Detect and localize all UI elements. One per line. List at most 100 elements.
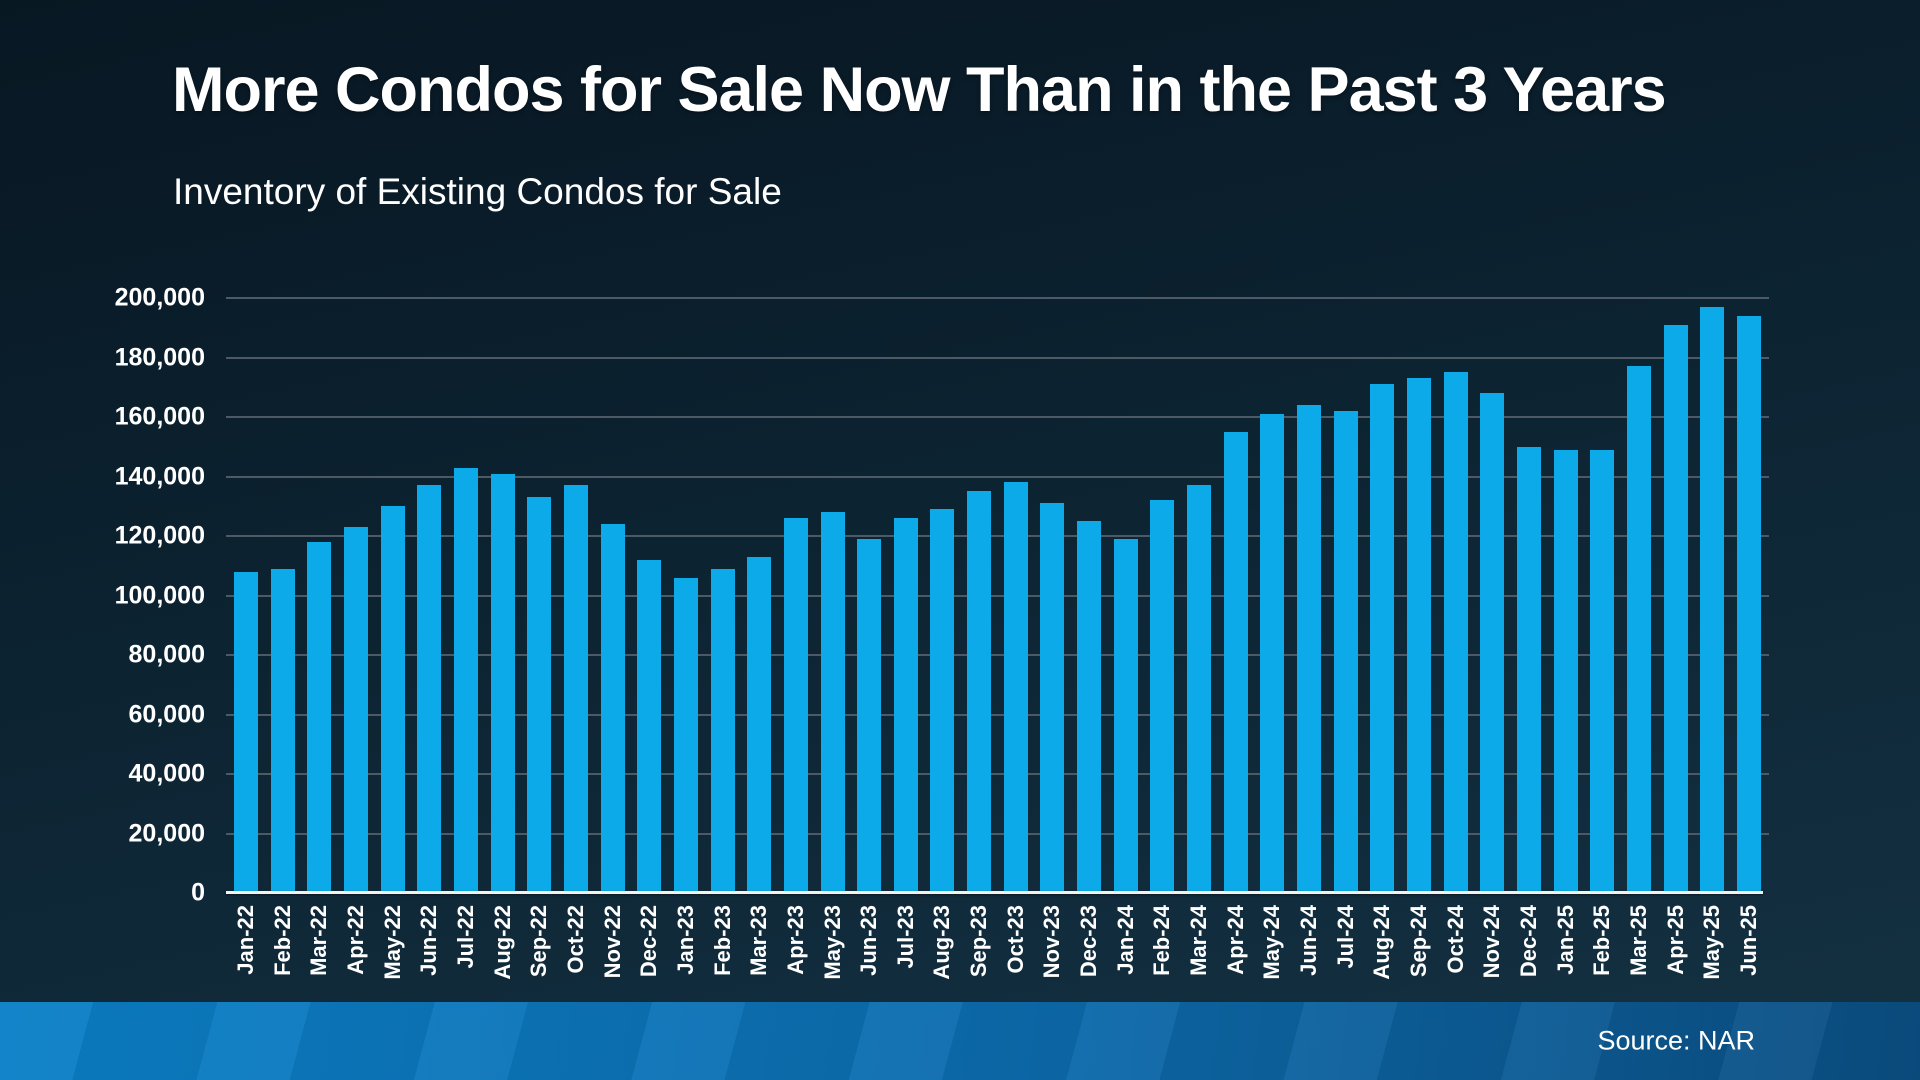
bar-Jan-22 xyxy=(234,571,258,893)
gridline xyxy=(226,594,1769,597)
x-tick-label: May-23 xyxy=(819,905,845,980)
x-tick-label: May-24 xyxy=(1259,905,1285,980)
bar-Nov-24 xyxy=(1480,393,1505,893)
x-tick-label: Feb-22 xyxy=(269,905,295,976)
bar-Dec-24 xyxy=(1516,446,1541,893)
x-tick-label: Mar-25 xyxy=(1625,905,1651,976)
x-tick-label: Oct-24 xyxy=(1442,905,1468,974)
bar-Jan-23 xyxy=(673,577,698,893)
bar-Jul-23 xyxy=(893,518,918,893)
x-tick-label: Sep-22 xyxy=(526,905,552,978)
x-tick-label: Mar-23 xyxy=(746,905,772,976)
x-tick-label: Aug-23 xyxy=(929,905,955,980)
bar-Mar-24 xyxy=(1187,485,1212,893)
x-tick-label: Apr-22 xyxy=(342,905,368,975)
x-tick-label: Dec-22 xyxy=(636,905,662,978)
bar-Sep-23 xyxy=(967,491,992,893)
y-tick-label: 0 xyxy=(191,878,205,907)
chart-title: More Condos for Sale Now Than in the Pas… xyxy=(172,55,1667,125)
x-tick-label: Apr-25 xyxy=(1662,905,1688,975)
x-tick-label: Feb-24 xyxy=(1149,905,1175,976)
bar-Feb-22 xyxy=(270,568,295,893)
y-tick-label: 180,000 xyxy=(114,343,205,371)
x-tick-label: Feb-25 xyxy=(1589,905,1615,976)
y-tick-label: 20,000 xyxy=(128,819,205,847)
gridline xyxy=(226,297,1769,299)
y-tick-label: 60,000 xyxy=(128,700,205,728)
bar-Sep-22 xyxy=(527,497,552,893)
gridline xyxy=(226,535,1769,537)
x-tick-label: Jun-25 xyxy=(1735,905,1761,976)
x-tick-label: Apr-24 xyxy=(1222,905,1248,975)
x-tick-label: Jan-25 xyxy=(1552,905,1578,975)
bar-Dec-22 xyxy=(637,559,662,893)
y-axis-labels: 0 20,000 40,000 60,000 80,000 100,000 120,000 1… xyxy=(0,284,205,907)
x-tick-label: Nov-22 xyxy=(599,905,625,979)
y-tick-label: 200,000 xyxy=(114,283,205,312)
bar-Mar-23 xyxy=(747,556,772,893)
x-tick-label: Aug-22 xyxy=(489,905,515,980)
bar-Apr-25 xyxy=(1663,324,1688,893)
x-tick-label: Jan-24 xyxy=(1112,905,1138,975)
bar-Apr-22 xyxy=(343,527,368,893)
x-tick-label: Nov-24 xyxy=(1479,905,1505,979)
bar-Oct-22 xyxy=(563,485,588,893)
bar-May-25 xyxy=(1700,306,1725,893)
bar-Nov-22 xyxy=(600,524,625,893)
gridline xyxy=(226,773,1769,775)
gridline xyxy=(226,832,1769,835)
y-tick-label: 80,000 xyxy=(128,640,205,669)
x-tick-label: Oct-22 xyxy=(562,905,588,974)
x-tick-label: Nov-23 xyxy=(1039,905,1065,979)
bar-May-23 xyxy=(820,512,845,893)
bar-Jun-23 xyxy=(857,538,882,893)
y-tick-label: 140,000 xyxy=(114,462,205,490)
gridline xyxy=(226,416,1769,418)
chart-subtitle: Inventory of Existing Condos for Sale xyxy=(173,171,782,212)
bar-Nov-23 xyxy=(1040,503,1065,893)
bar-Jun-25 xyxy=(1736,315,1761,893)
x-tick-label: Mar-24 xyxy=(1186,905,1212,976)
source-text: Source: NAR xyxy=(1597,1025,1755,1056)
x-tick-label: May-22 xyxy=(379,905,405,980)
bar-Jun-24 xyxy=(1297,405,1322,893)
bars xyxy=(233,298,1762,893)
bar-Aug-24 xyxy=(1370,384,1395,893)
bar-Jul-22 xyxy=(453,467,478,893)
bar-Dec-23 xyxy=(1077,521,1102,893)
x-tick-label: Jan-23 xyxy=(672,905,698,975)
bar-Jul-24 xyxy=(1333,411,1358,893)
bar-Jun-22 xyxy=(417,485,442,893)
bar-Aug-22 xyxy=(490,473,515,893)
x-tick-label: Dec-24 xyxy=(1515,905,1541,978)
gridline xyxy=(226,654,1769,656)
x-tick-label: Sep-23 xyxy=(966,905,992,978)
gridline xyxy=(226,356,1769,359)
bar-Oct-24 xyxy=(1443,372,1468,893)
x-tick-label: Feb-23 xyxy=(709,905,735,976)
x-tick-label: Jan-22 xyxy=(233,905,258,975)
x-tick-label: Jun-24 xyxy=(1296,905,1322,976)
x-tick-label: Oct-23 xyxy=(1002,905,1028,974)
x-tick-label: Jul-24 xyxy=(1332,905,1358,969)
x-tick-label: May-25 xyxy=(1699,905,1725,980)
x-tick-label: Jun-22 xyxy=(416,905,442,976)
y-tick-label: 100,000 xyxy=(114,581,205,609)
x-axis-labels: Jan-22 Feb-22 Mar-22 Apr-22 May-22 Jun-22 Jul-… xyxy=(233,905,1762,1005)
x-tick-label: Apr-23 xyxy=(782,905,808,975)
bar-May-22 xyxy=(380,506,405,893)
plot-area xyxy=(226,297,1769,894)
bar-Mar-22 xyxy=(307,541,332,893)
bar-Mar-25 xyxy=(1626,366,1651,893)
bar-Feb-23 xyxy=(710,568,735,893)
bar-Apr-23 xyxy=(783,518,808,893)
x-tick-label: Dec-23 xyxy=(1076,905,1102,978)
bar-Feb-24 xyxy=(1150,500,1175,893)
y-tick-label: 160,000 xyxy=(114,402,205,431)
y-tick-label: 40,000 xyxy=(128,759,205,788)
y-tick-label: 120,000 xyxy=(114,521,205,550)
x-axis-line xyxy=(226,891,1763,894)
gridline xyxy=(226,713,1769,716)
x-tick-label: Jul-23 xyxy=(892,905,918,969)
